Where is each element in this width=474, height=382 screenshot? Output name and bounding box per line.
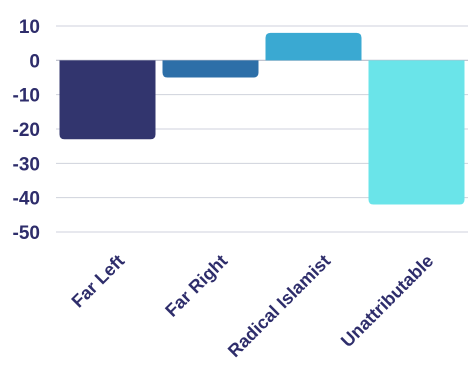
x-category-label: Far Right <box>161 251 231 321</box>
y-tick-label: -30 <box>13 154 40 175</box>
x-category-label: Unattributable <box>337 251 437 351</box>
bar-radical-islamist <box>265 32 362 61</box>
y-axis-tick-labels: 10 0 -10 -20 -30 -40 -50 <box>13 17 40 244</box>
x-category-label: Far Left <box>68 251 129 312</box>
y-tick-label: 10 <box>19 17 40 38</box>
y-tick-label: -50 <box>13 223 40 244</box>
bars <box>59 32 465 205</box>
y-tick-label: -20 <box>13 120 40 141</box>
bar-far-right <box>162 60 259 78</box>
bar-far-left <box>59 60 156 140</box>
y-tick-label: -10 <box>13 86 40 107</box>
y-tick-label: 0 <box>29 51 40 72</box>
x-category-label: Radical Islamist <box>224 251 334 361</box>
bar-unattributable <box>368 60 465 205</box>
y-tick-label: -40 <box>13 189 40 210</box>
